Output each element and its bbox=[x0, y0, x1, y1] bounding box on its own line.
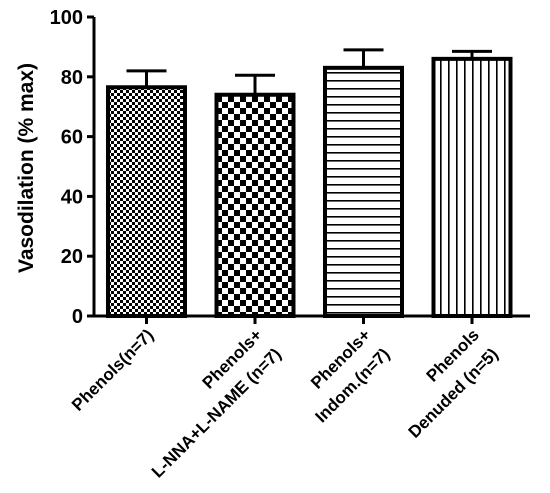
y-tick-label: 0 bbox=[72, 306, 83, 328]
x-category-label: PhenolsDenuded (n=5) bbox=[386, 325, 502, 441]
x-category-labels: Phenols(n=7) Phenols+L-NNA+L-NAME (n=7) Ph… bbox=[68, 316, 502, 481]
bars bbox=[106, 48, 513, 319]
bar bbox=[106, 85, 187, 318]
y-axis-label: Vasodilation (% max) bbox=[15, 63, 38, 273]
bar bbox=[214, 92, 296, 318]
y-tick-label: 40 bbox=[61, 186, 83, 208]
bar bbox=[323, 65, 404, 318]
y-tick-label: 60 bbox=[61, 127, 83, 149]
x-category-label: Phenols(n=7) bbox=[68, 325, 157, 414]
x-category-label: Phenols+L-NNA+L-NAME (n=7) bbox=[129, 325, 285, 481]
x-category-label: Phenols+Indom.(n=7) bbox=[292, 325, 393, 426]
bar bbox=[431, 56, 513, 319]
y-tick-label: 80 bbox=[61, 67, 83, 89]
y-tick-label: 100 bbox=[50, 7, 83, 29]
y-tick-label: 20 bbox=[61, 246, 83, 268]
y-ticks: 0 20 40 60 80 100 bbox=[50, 7, 94, 328]
x-category-label-line: Phenols(n=7) bbox=[68, 325, 157, 414]
